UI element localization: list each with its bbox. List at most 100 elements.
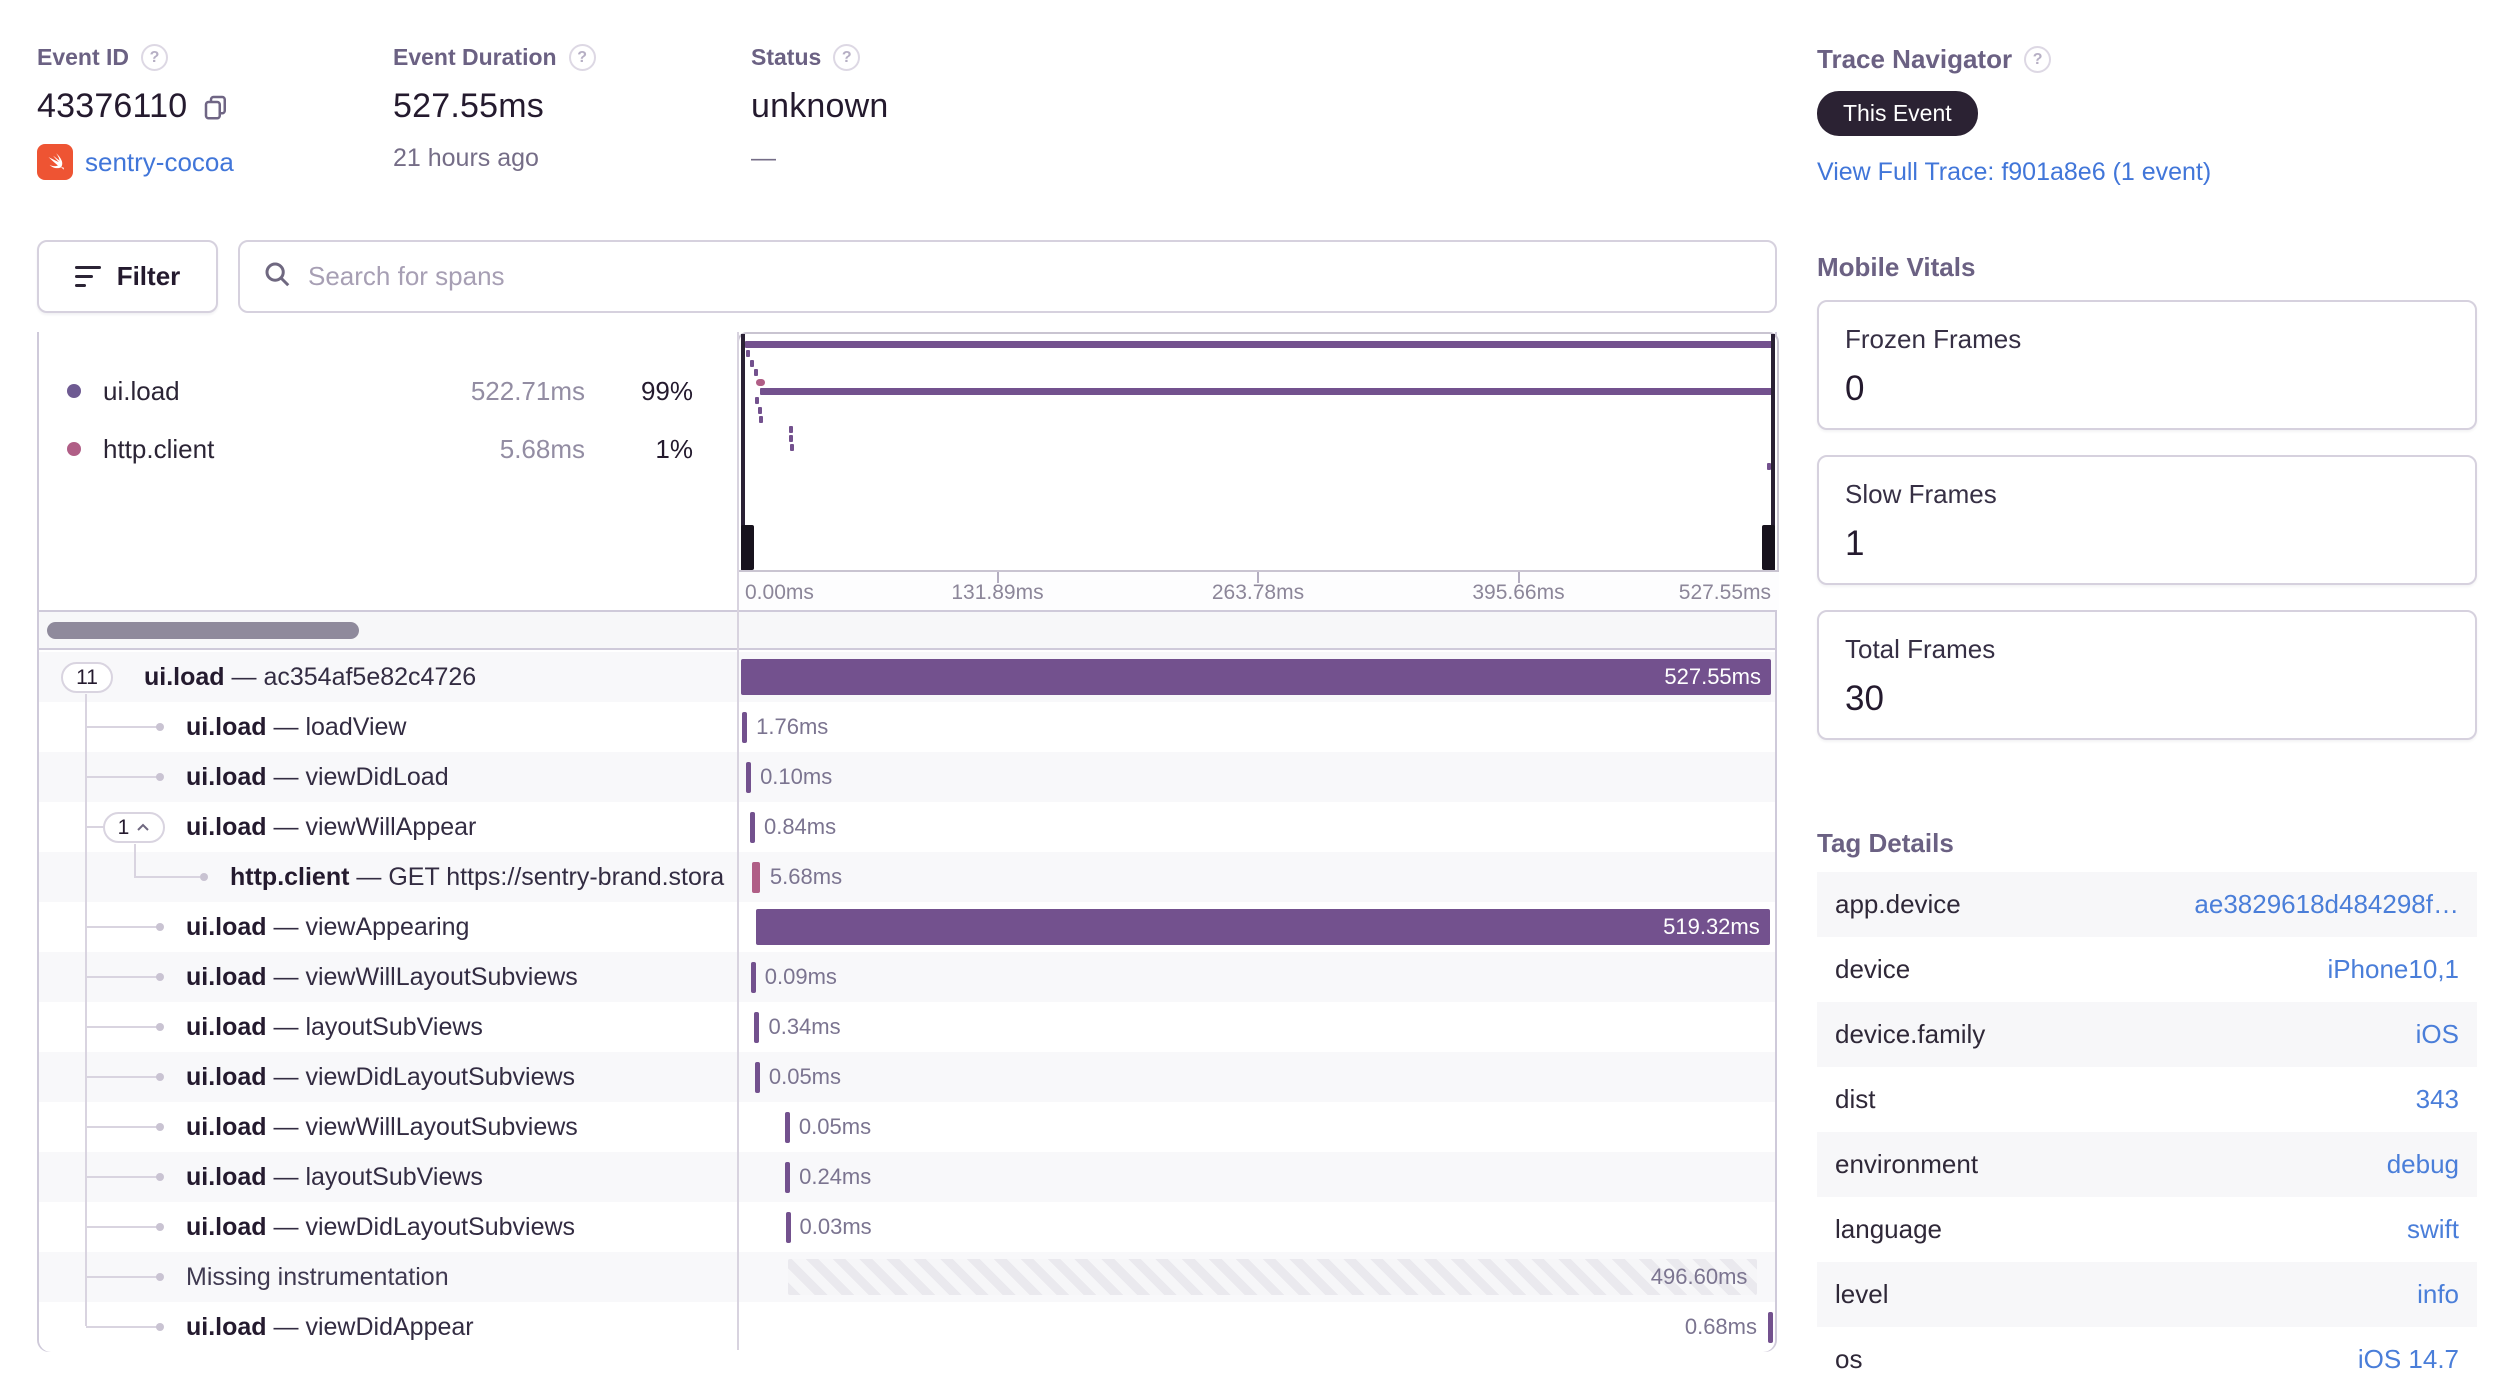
this-event-badge[interactable]: This Event xyxy=(1817,91,1978,136)
span-bar-cell: 0.34ms xyxy=(737,1002,1775,1052)
trace-minimap[interactable] xyxy=(737,332,1779,572)
legend-item-ui.load[interactable]: ui.load 522.71ms 99% xyxy=(67,362,693,420)
span-duration-label: 1.76ms xyxy=(756,714,829,739)
status-help-icon[interactable]: ? xyxy=(833,44,861,71)
legend-item-http.client[interactable]: http.client 5.68ms 1% xyxy=(67,420,693,478)
span-bar-cell: 0.05ms xyxy=(737,1052,1775,1102)
span-row-http.client-GET https://sentry-brand.stora[interactable]: http.client — GET https://sentry-brand.s… xyxy=(39,852,1775,902)
span-description: ui.load — viewDidLoad xyxy=(186,763,449,791)
span-bar-cell: 0.84ms xyxy=(737,802,1775,852)
span-tick[interactable] xyxy=(742,712,748,743)
filter-button[interactable]: Filter xyxy=(37,240,218,313)
tag-value-link[interactable]: swift xyxy=(2407,1214,2459,1244)
span-description: ui.load — viewWillAppear xyxy=(186,813,477,841)
span-row-ui.load-loadView[interactable]: ui.load — loadView 1.76ms xyxy=(39,702,1775,752)
span-tick[interactable] xyxy=(750,962,756,993)
tag-value-link[interactable]: debug xyxy=(2386,1149,2459,1179)
trace-navigator-label: Trace Navigator xyxy=(1817,44,2013,74)
span-tick[interactable] xyxy=(785,1212,791,1243)
horizontal-scrollbar[interactable] xyxy=(47,622,359,639)
span-row-ui.load-layoutSubViews[interactable]: ui.load — layoutSubViews 0.34ms xyxy=(39,1002,1775,1052)
span-row-ui.load-viewAppearing[interactable]: ui.load — viewAppearing 519.32ms xyxy=(39,902,1775,952)
span-tick[interactable] xyxy=(751,862,760,893)
span-op: ui.load xyxy=(186,1213,267,1241)
span-tick[interactable] xyxy=(785,1162,791,1193)
legend-op-name: ui.load xyxy=(103,375,180,406)
span-row-ui.load-ac354af5e82c4726[interactable]: ui.load — ac354af5e82c4726 11 527.55ms xyxy=(39,652,1775,702)
filter-icon xyxy=(74,266,101,287)
minimap-span-mark xyxy=(746,350,751,358)
span-name: viewAppearing xyxy=(305,913,470,941)
span-tick[interactable] xyxy=(784,1112,790,1143)
event-id-help-icon[interactable]: ? xyxy=(141,44,169,71)
tag-key: level xyxy=(1835,1279,1889,1309)
minimap-span-mark xyxy=(755,378,765,386)
search-icon xyxy=(262,259,292,294)
tag-value-link[interactable]: iOS 14.7 xyxy=(2357,1344,2459,1374)
tree-node-dot xyxy=(156,773,164,781)
vital-card-frozen-frames: Frozen Frames 0 xyxy=(1817,300,2477,430)
search-input[interactable] xyxy=(308,261,1753,292)
span-row-missing-instrumentation[interactable]: Missing instrumentation 496.60ms xyxy=(39,1252,1775,1302)
span-tick[interactable] xyxy=(749,812,755,843)
span-bar[interactable]: 527.55ms xyxy=(741,659,1771,695)
vital-label: Slow Frames xyxy=(1845,479,1997,509)
span-bar-cell: 5.68ms xyxy=(737,852,1775,902)
span-children-pill[interactable]: 1 xyxy=(103,812,165,843)
span-description: ui.load — viewDidAppear xyxy=(186,1313,474,1341)
status-section: Status ? unknown — xyxy=(751,44,889,173)
tag-value-link[interactable]: iPhone10,1 xyxy=(2327,954,2459,984)
axis-tick-mark xyxy=(996,572,999,583)
tree-node-dot xyxy=(156,923,164,931)
minimap-left-handle[interactable] xyxy=(741,525,754,570)
span-tree-cell: Missing instrumentation xyxy=(39,1252,737,1302)
span-tree-cell: ui.load — viewAppearing xyxy=(39,902,737,952)
span-row-ui.load-viewDidAppear[interactable]: ui.load — viewDidAppear 0.68ms xyxy=(39,1302,1775,1352)
tag-row-dist: dist 343 xyxy=(1817,1067,2477,1132)
span-row-ui.load-viewWillLayoutSubviews[interactable]: ui.load — viewWillLayoutSubviews 0.09ms xyxy=(39,952,1775,1002)
minimap-span-mark xyxy=(758,406,763,414)
tag-value-link[interactable]: ae3829618d484298f… xyxy=(2194,889,2459,919)
span-row-ui.load-viewWillAppear[interactable]: ui.load — viewWillAppear 1 0.84ms xyxy=(39,802,1775,852)
event-duration-help-icon[interactable]: ? xyxy=(568,44,596,71)
span-tick[interactable] xyxy=(754,1012,760,1043)
span-row-ui.load-viewDidLoad[interactable]: ui.load — viewDidLoad 0.10ms xyxy=(39,752,1775,802)
tree-trunk-line xyxy=(85,694,87,1326)
span-tick[interactable] xyxy=(754,1062,760,1093)
vital-label: Frozen Frames xyxy=(1845,324,2022,354)
span-bar-cell: 1.76ms xyxy=(737,702,1775,752)
span-row-ui.load-viewDidLayoutSubviews[interactable]: ui.load — viewDidLayoutSubviews 0.03ms xyxy=(39,1202,1775,1252)
tree-connector xyxy=(86,776,158,778)
missing-instrumentation-bar[interactable]: 496.60ms xyxy=(787,1259,1758,1295)
span-tick[interactable] xyxy=(1768,1312,1773,1343)
trace-navigator-help-icon[interactable]: ? xyxy=(2024,46,2052,73)
span-bar[interactable]: 519.32ms xyxy=(755,909,1770,945)
minimap-right-handle[interactable] xyxy=(1762,525,1775,570)
tree-connector xyxy=(86,1026,158,1028)
span-bar-cell: 0.05ms xyxy=(737,1102,1775,1152)
copy-icon[interactable] xyxy=(201,92,231,122)
tag-value-link[interactable]: iOS xyxy=(2415,1019,2459,1049)
chevron-up-icon xyxy=(137,823,150,831)
span-description: ui.load — ac354af5e82c4726 xyxy=(144,663,477,691)
span-duration-label: 0.34ms xyxy=(768,1014,841,1039)
span-row-ui.load-viewDidLayoutSubviews[interactable]: ui.load — viewDidLayoutSubviews 0.05ms xyxy=(39,1052,1775,1102)
span-bar-cell: 0.09ms xyxy=(737,952,1775,1002)
view-full-trace-link[interactable]: View Full Trace: f901a8e6 (1 event) xyxy=(1817,158,2212,186)
vital-value: 1 xyxy=(1845,524,1865,563)
tree-connector xyxy=(86,976,158,978)
tag-row-level: level info xyxy=(1817,1262,2477,1327)
span-name: viewDidLayoutSubviews xyxy=(305,1063,576,1091)
project-link[interactable]: sentry-cocoa xyxy=(85,146,234,177)
axis-tick-label: 131.89ms xyxy=(951,581,1044,604)
span-tick[interactable] xyxy=(746,762,752,793)
span-children-pill[interactable]: 11 xyxy=(61,662,113,693)
span-name: viewWillLayoutSubviews xyxy=(305,1113,578,1141)
tag-value-link[interactable]: 343 xyxy=(2415,1084,2459,1114)
minimap-span-mark xyxy=(745,341,1775,348)
span-row-ui.load-layoutSubViews[interactable]: ui.load — layoutSubViews 0.24ms xyxy=(39,1152,1775,1202)
span-row-ui.load-viewWillLayoutSubviews[interactable]: ui.load — viewWillLayoutSubviews 0.05ms xyxy=(39,1102,1775,1152)
panel-divider[interactable] xyxy=(737,332,739,1350)
tag-value-link[interactable]: info xyxy=(2417,1279,2459,1309)
tag-details-heading: Tag Details xyxy=(1817,828,1954,859)
